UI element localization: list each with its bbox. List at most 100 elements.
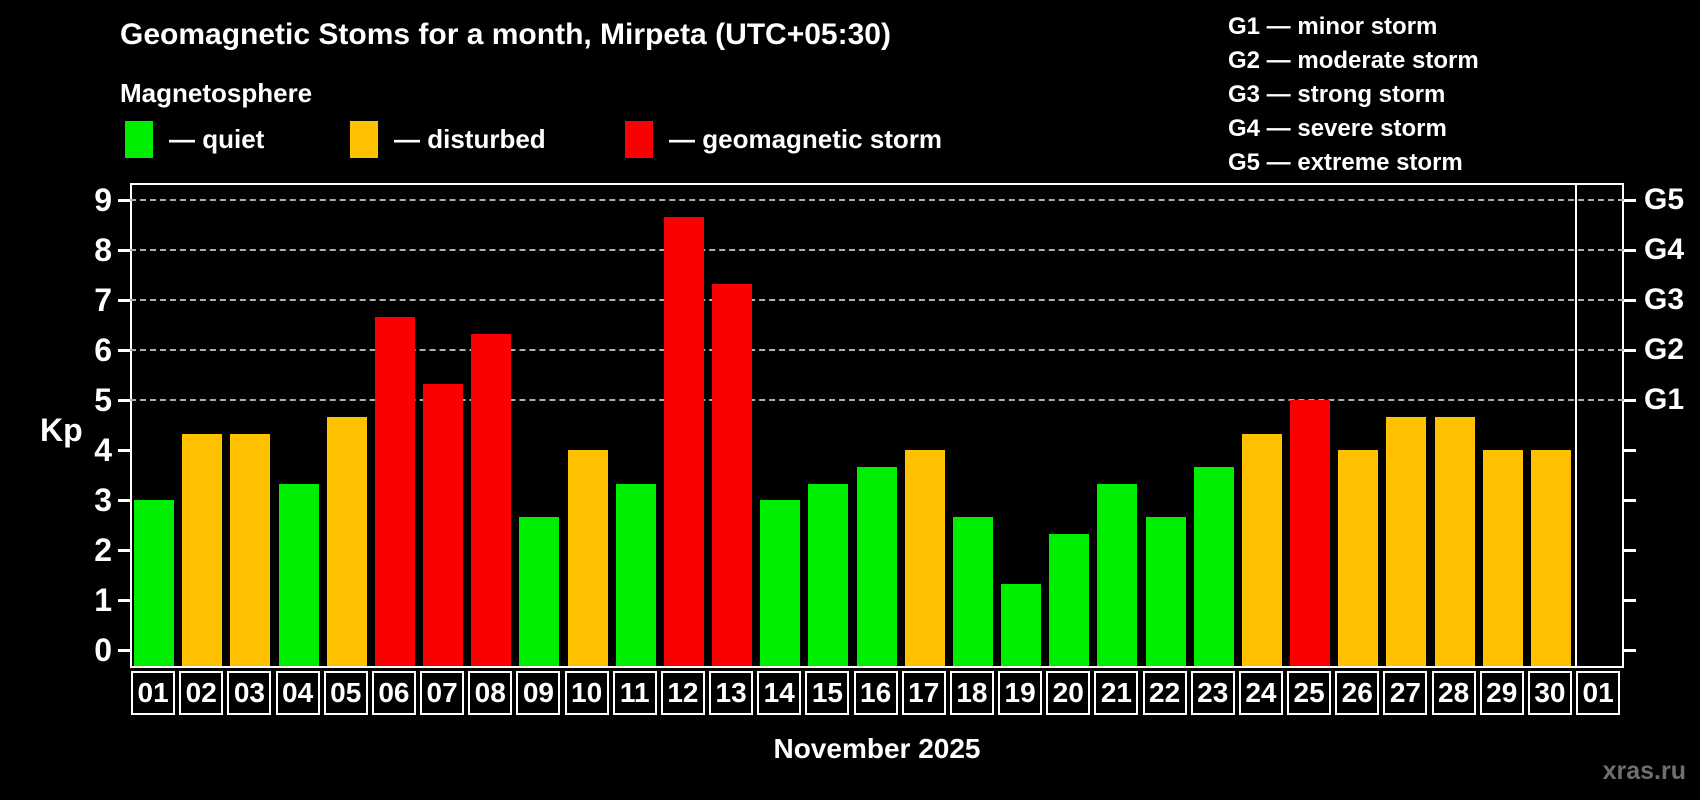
day-label-cell-14: 14 [757, 671, 802, 715]
legend-item-disturbed: — disturbed [350, 120, 546, 158]
right-axis-tick [1624, 349, 1636, 352]
day-label-cell-28: 28 [1431, 671, 1476, 715]
bar-day-28 [1434, 416, 1475, 666]
chart-subtitle: Magnetosphere [120, 78, 313, 108]
bar-day-23 [1193, 466, 1234, 666]
day-label-cell-next-01: 01 [1576, 671, 1621, 715]
chart-title: Geomagnetic Stoms for a month, Mirpeta (… [120, 18, 891, 51]
y-tick-label: 5 [94, 382, 112, 418]
day-label-cell-03: 03 [227, 671, 272, 715]
bar-day-08 [471, 333, 512, 666]
day-label-cell-11: 11 [612, 671, 657, 715]
g-scale-legend-item: G3 — strong storm [1228, 81, 1446, 108]
bar-day-30 [1530, 450, 1571, 666]
gridline-kp7 [130, 299, 1624, 301]
g-scale-legend-item: G1 — minor storm [1228, 13, 1438, 40]
y-axis-tick [118, 649, 130, 652]
y-tick-label: 4 [94, 432, 112, 468]
legend-label-storm: — geomagnetic storm [669, 123, 943, 154]
day-label-cell-06: 06 [371, 671, 416, 715]
bar-day-06 [374, 316, 415, 666]
bar-day-18 [952, 516, 993, 666]
day-label-cell-18: 18 [949, 671, 994, 715]
bar-day-12 [663, 216, 704, 666]
gridline-kp9 [130, 199, 1624, 201]
day-label-cell-25: 25 [1287, 671, 1332, 715]
bar-day-22 [1145, 516, 1186, 666]
kp-axis-label: Kp [40, 412, 83, 448]
day-label-cell-27: 27 [1383, 671, 1428, 715]
bar-day-03 [230, 433, 271, 666]
right-axis-tick [1624, 599, 1636, 602]
right-axis-tick [1624, 449, 1636, 452]
day-label-cell-04: 04 [275, 671, 320, 715]
bar-day-17 [904, 450, 945, 666]
bar-day-09 [519, 516, 560, 666]
bar-day-13 [712, 283, 753, 666]
legend-label-disturbed: — disturbed [394, 123, 546, 154]
day-label-cell-07: 07 [420, 671, 465, 715]
g-axis-label-g2: G2 [1644, 333, 1685, 366]
y-axis-tick [118, 249, 130, 252]
y-tick-label: 3 [94, 482, 112, 518]
day-label-cell-02: 02 [179, 671, 224, 715]
day-label-cell-29: 29 [1479, 671, 1524, 715]
y-tick-label: 0 [94, 632, 112, 668]
g-scale-legend-item: G4 — severe storm [1228, 115, 1447, 142]
day-label-cell-26: 26 [1335, 671, 1380, 715]
bar-day-27 [1386, 416, 1427, 666]
day-label-cell-10: 10 [564, 671, 609, 715]
day-label-cell-13: 13 [709, 671, 754, 715]
y-axis-tick [118, 349, 130, 352]
plot-area [130, 183, 1624, 668]
right-axis-tick [1624, 249, 1636, 252]
day-label-cell-16: 16 [853, 671, 898, 715]
y-tick-label: 1 [94, 582, 112, 618]
y-axis-tick [118, 599, 130, 602]
next-month-separator [1575, 183, 1577, 668]
y-tick-label: 7 [94, 282, 112, 318]
y-tick-label: 8 [94, 232, 112, 268]
g-scale-legend: G1 — minor storm G2 — moderate storm G3 — … [1228, 10, 1479, 180]
right-axis-tick [1624, 649, 1636, 652]
disturbed-color-swatch [350, 120, 378, 158]
day-label-cell-21: 21 [1094, 671, 1139, 715]
y-axis-tick [118, 449, 130, 452]
y-axis-tick [118, 499, 130, 502]
right-axis-tick [1624, 549, 1636, 552]
g-axis-label-g4: G4 [1644, 233, 1685, 266]
bar-day-24 [1241, 433, 1282, 666]
legend-item-storm: — geomagnetic storm [625, 120, 942, 158]
gridline-kp8 [130, 249, 1624, 251]
day-label-cell-05: 05 [323, 671, 368, 715]
bar-day-19 [1001, 583, 1042, 666]
day-label-cell-17: 17 [901, 671, 946, 715]
y-axis-tick [118, 549, 130, 552]
bar-day-25 [1290, 400, 1331, 666]
day-label-cell-24: 24 [1238, 671, 1283, 715]
g-scale-legend-item: G5 — extreme storm [1228, 149, 1463, 176]
legend-label-quiet: — quiet [169, 123, 265, 154]
y-tick-label: 2 [94, 532, 112, 568]
right-axis-tick [1624, 499, 1636, 502]
y-axis-tick [118, 199, 130, 202]
bar-day-15 [808, 483, 849, 666]
bar-day-05 [326, 416, 367, 666]
watermark: xras.ru [1602, 757, 1686, 785]
bar-day-04 [278, 483, 319, 666]
g-axis-label-g1: G1 [1644, 383, 1685, 416]
gridline-kp6 [130, 349, 1624, 351]
bar-day-29 [1482, 450, 1523, 666]
day-label-cell-12: 12 [660, 671, 705, 715]
y-tick-label: 6 [94, 332, 112, 368]
y-axis-tick [118, 399, 130, 402]
bar-day-07 [423, 383, 464, 666]
bar-day-14 [760, 500, 801, 666]
bar-day-11 [615, 483, 656, 666]
x-axis-label: November 2025 [773, 733, 981, 764]
bar-day-10 [567, 450, 608, 666]
bar-day-26 [1338, 450, 1379, 666]
bar-day-16 [856, 466, 897, 666]
legend-item-quiet: — quiet [125, 120, 264, 158]
g-axis-label-g3: G3 [1644, 283, 1685, 316]
